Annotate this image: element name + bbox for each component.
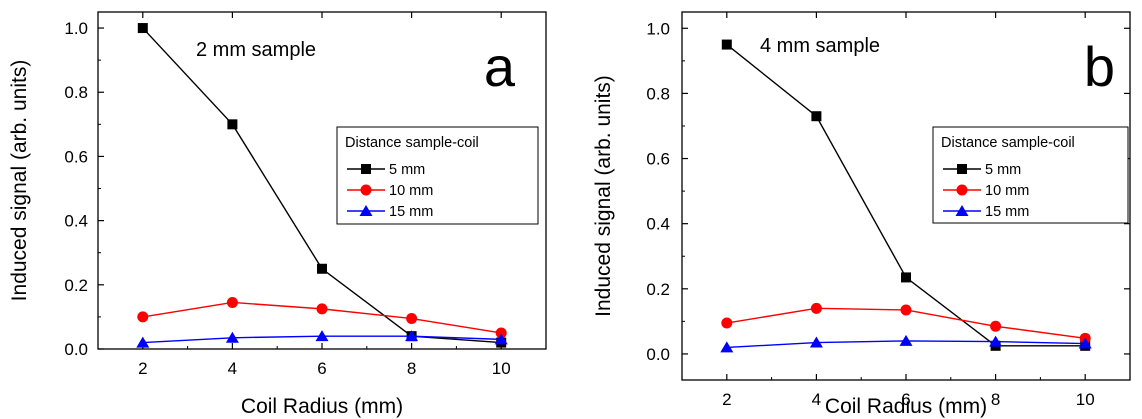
legend-marker bbox=[956, 184, 968, 196]
data-point bbox=[225, 331, 239, 343]
y-tick-label: 0.4 bbox=[64, 212, 88, 231]
series-10-mm bbox=[721, 302, 1091, 344]
x-axis-title: Coil Radius (mm) bbox=[825, 395, 987, 418]
legend-label: 10 mm bbox=[389, 183, 433, 199]
panel-letter: a bbox=[484, 35, 516, 98]
y-tick-label: 0.8 bbox=[646, 84, 670, 103]
data-point bbox=[990, 320, 1002, 332]
data-point bbox=[136, 336, 150, 348]
legend: Distance sample-coil 5 mm 10 mm 15 mm bbox=[336, 126, 539, 225]
legend-label: 15 mm bbox=[985, 204, 1029, 220]
sample-annotation: 4 mm sample bbox=[760, 35, 880, 57]
y-tick-label: 0.2 bbox=[646, 280, 670, 299]
data-point bbox=[810, 302, 822, 314]
y-tick-label: 1.0 bbox=[64, 19, 88, 38]
y-tick-label: 0.6 bbox=[646, 150, 670, 169]
x-tick-label: 2 bbox=[722, 390, 731, 409]
legend-title: Distance sample-coil bbox=[941, 135, 1075, 151]
data-point bbox=[811, 111, 822, 122]
y-tick-label: 0.8 bbox=[64, 83, 88, 102]
y-tick-label: 0.2 bbox=[64, 276, 88, 295]
series-15-mm bbox=[720, 334, 1092, 353]
data-point bbox=[315, 330, 329, 342]
data-point bbox=[900, 304, 912, 316]
y-tick-label: 0.6 bbox=[64, 147, 88, 166]
chart-panel-b: 2 4 6 8 10 0.0 0.2 0.4 0.6 0.8 1.0 Coil Radius (mm)… bbox=[592, 11, 1131, 418]
x-tick-label: 10 bbox=[1076, 390, 1095, 409]
data-point bbox=[137, 23, 148, 34]
data-point bbox=[227, 119, 238, 130]
legend-title: Distance sample-coil bbox=[345, 135, 479, 151]
data-point bbox=[226, 296, 238, 308]
data-point bbox=[316, 303, 328, 315]
data-point bbox=[405, 330, 419, 342]
legend-marker bbox=[955, 205, 969, 216]
data-point bbox=[406, 313, 418, 325]
legend-marker bbox=[361, 164, 371, 174]
legend-label: 5 mm bbox=[985, 162, 1021, 178]
y-tick-label: 0.0 bbox=[646, 345, 670, 364]
x-axis-title: Coil Radius (mm) bbox=[241, 395, 403, 418]
legend-box bbox=[932, 126, 1129, 224]
x-tick-label: 2 bbox=[138, 359, 147, 378]
panel-letter: b bbox=[1084, 35, 1115, 98]
legend-label: 15 mm bbox=[389, 204, 433, 220]
x-tick-label: 8 bbox=[407, 359, 416, 378]
legend-label: 10 mm bbox=[985, 183, 1029, 199]
data-point bbox=[137, 311, 149, 323]
data-point bbox=[721, 39, 732, 50]
legend-marker bbox=[957, 164, 967, 174]
x-tick-label: 4 bbox=[812, 390, 821, 409]
legend: Distance sample-coil 5 mm 10 mm 15 mm bbox=[932, 126, 1129, 224]
x-tick-label: 6 bbox=[317, 359, 326, 378]
chart-panel-a: 2 4 6 8 10 0.0 0.2 0.4 0.6 0.8 1.0 Coil Radius (mm)… bbox=[8, 11, 547, 418]
y-tick-label: 0.4 bbox=[646, 215, 670, 234]
y-tick-label: 0.0 bbox=[64, 340, 88, 359]
series-15-mm bbox=[136, 330, 508, 348]
data-point bbox=[720, 341, 734, 353]
data-point bbox=[809, 336, 823, 348]
legend-label: 5 mm bbox=[389, 162, 425, 178]
x-tick-label: 8 bbox=[991, 390, 1000, 409]
series-10-mm bbox=[137, 296, 507, 339]
y-axis-title: Induced signal (arb. units) bbox=[592, 75, 615, 317]
data-point bbox=[317, 263, 327, 274]
y-axis-title: Induced signal (arb. units) bbox=[8, 60, 31, 302]
legend-marker bbox=[360, 184, 372, 196]
data-point bbox=[494, 333, 508, 345]
x-tick-label: 4 bbox=[228, 359, 237, 378]
legend-marker bbox=[359, 205, 373, 216]
sample-annotation: 2 mm sample bbox=[196, 39, 316, 61]
y-tick-label: 1.0 bbox=[646, 19, 670, 38]
x-tick-label: 10 bbox=[492, 359, 511, 378]
data-point bbox=[901, 272, 911, 283]
data-point bbox=[721, 317, 733, 329]
data-point bbox=[989, 335, 1003, 347]
data-point bbox=[899, 334, 913, 346]
x-tick-label: 6 bbox=[901, 390, 910, 409]
legend-box bbox=[336, 126, 539, 225]
data-point bbox=[1078, 337, 1092, 349]
data-point bbox=[495, 327, 507, 339]
